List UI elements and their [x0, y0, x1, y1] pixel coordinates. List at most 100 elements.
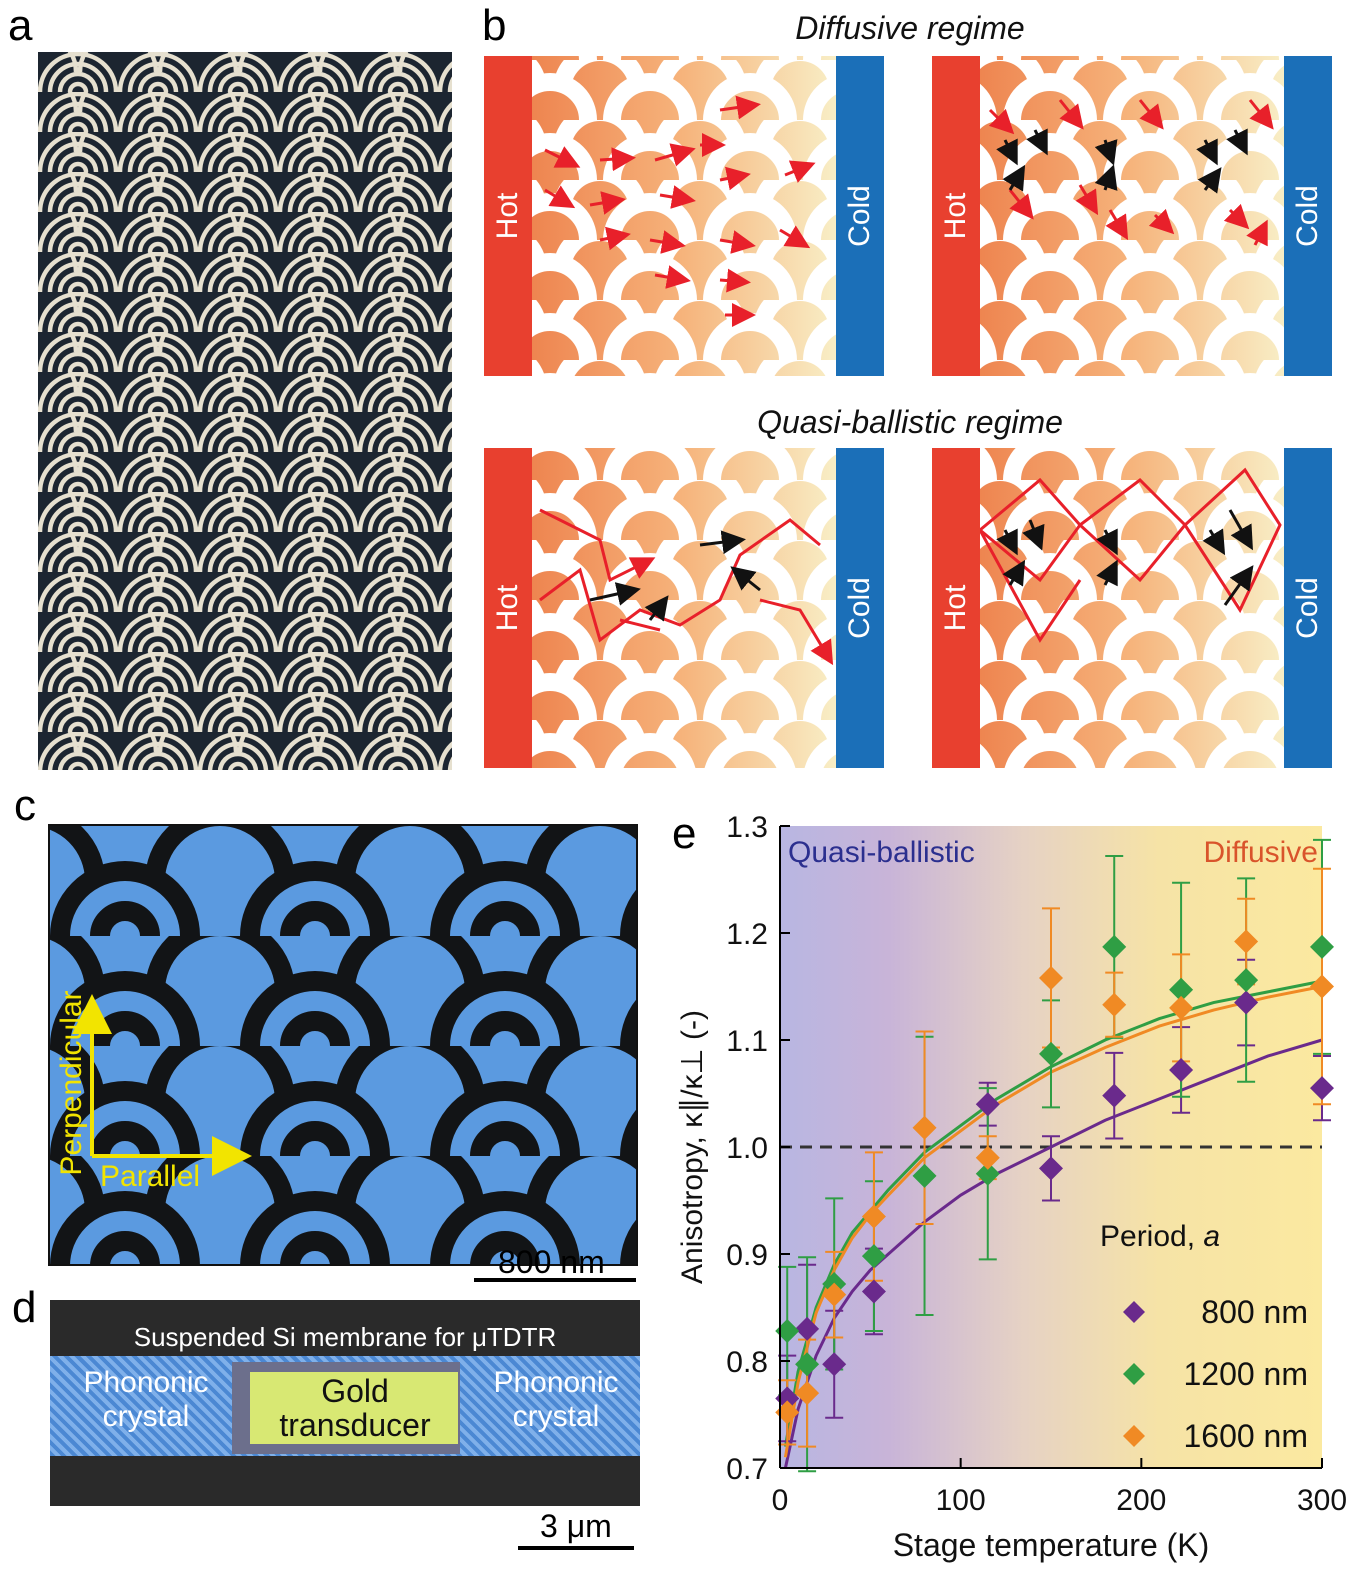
data-point: [1039, 1041, 1063, 1066]
legend-marker: [1123, 1363, 1145, 1385]
diffusive-arrows: [544, 95, 816, 327]
fit-curve-1: [783, 1038, 1323, 1469]
hot-bar: Hot: [932, 448, 980, 768]
legend-title-symbol: a: [1203, 1220, 1220, 1253]
hot-bar: Hot: [932, 56, 980, 376]
data-point: [775, 1319, 800, 1344]
quasi-left-box: [532, 448, 836, 768]
y-tick-label: 0.9: [726, 1239, 768, 1272]
data-point: [912, 1115, 937, 1140]
data-point: [775, 1386, 800, 1411]
center-label-2: transducer: [279, 1407, 431, 1443]
legend-entry: 1600 nm: [1183, 1418, 1308, 1454]
legend-title: Period, a: [1100, 1220, 1220, 1253]
phononic-crystal-left: Phononic crystal: [66, 1366, 226, 1434]
data-point: [861, 1279, 886, 1304]
diffusive-title: Diffusive regime: [795, 10, 1025, 46]
perpendicular-label: Perpendicular: [55, 990, 88, 1176]
y-tick-label: 0.7: [726, 1453, 768, 1486]
data-point: [795, 1381, 820, 1406]
region-left-label: Quasi-ballistic: [788, 836, 975, 869]
data-point: [1039, 1156, 1063, 1181]
membrane-title: Suspended Si membrane for μTDTR: [133, 1322, 557, 1352]
data-point: [1234, 990, 1259, 1015]
region-right-label: Diffusive: [1204, 836, 1319, 869]
data-point: [912, 1163, 937, 1188]
data-point: [795, 1316, 820, 1341]
cold-label: Cold: [843, 577, 876, 639]
y-tick-label: 1.0: [726, 1132, 768, 1165]
legend-entry: 800 nm: [1201, 1294, 1308, 1330]
cold-bar: Cold: [1284, 56, 1332, 376]
regime-schematics: [532, 56, 1284, 768]
legend-entry: 1200 nm: [1183, 1356, 1308, 1392]
axis-arrows: [72, 994, 252, 1176]
data-point: [1310, 974, 1334, 999]
data-point: [1039, 965, 1063, 990]
hot-label: Hot: [491, 584, 524, 632]
data-point: [861, 1204, 886, 1229]
y-tick-label: 0.8: [726, 1346, 768, 1379]
parallel-label: Parallel: [100, 1160, 201, 1193]
quasi-right-box: [980, 448, 1284, 768]
cold-bar: Cold: [1284, 448, 1332, 768]
data-point: [1169, 977, 1194, 1002]
hot-label: Hot: [491, 192, 524, 240]
panel-label-c: c: [14, 781, 36, 830]
legend-marker: [1123, 1425, 1145, 1447]
textile-photo: [38, 52, 452, 770]
diffusive-right-box: [980, 56, 1284, 376]
data-point: [1102, 934, 1127, 959]
gold-transducer: [250, 1372, 458, 1444]
data-point: [775, 1400, 800, 1425]
panel-label-b: b: [482, 1, 507, 50]
phononic-crystal-right: Phononic crystal: [476, 1366, 636, 1434]
anisotropy-chart: Quasi-ballistic Diffusive 0.7 0.8 0.9 1.0 1.1 1…: [676, 811, 1347, 1563]
hot-label: Hot: [939, 192, 972, 240]
data-point: [975, 1161, 1000, 1186]
scale-bar-d: [518, 1546, 634, 1550]
data-point: [1310, 1076, 1334, 1101]
data-point: [1102, 1083, 1127, 1108]
data-point: [861, 1244, 886, 1269]
data-point: [975, 1092, 1000, 1117]
x-tick-label: 0: [772, 1484, 789, 1517]
panel-label-a: a: [8, 1, 33, 50]
data-point: [1169, 1057, 1194, 1082]
data-point: [822, 1352, 847, 1377]
x-tick-label: 300: [1297, 1484, 1347, 1517]
right-label-1: Phononic: [493, 1366, 619, 1399]
cold-bar: Cold: [836, 448, 884, 768]
sem-micrograph: [48, 824, 638, 1266]
center-label-1: Gold: [321, 1373, 389, 1409]
membrane-micrograph: [50, 1300, 640, 1506]
data-point: [1102, 992, 1127, 1017]
diffusive-left-box: [532, 56, 836, 376]
left-label-2: crystal: [102, 1400, 190, 1433]
scale-label-d: 3 μm: [540, 1508, 612, 1544]
quasi-ballistic-title: Quasi-ballistic regime: [757, 404, 1063, 440]
y-axis-label: Anisotropy, κ∥/κ⊥ (-): [676, 1010, 709, 1284]
panel-label-e: e: [672, 809, 697, 858]
data-point: [975, 1145, 1000, 1170]
x-tick-label: 100: [936, 1484, 986, 1517]
panel-label-d: d: [12, 1283, 37, 1332]
cold-label: Cold: [843, 185, 876, 247]
fit-curve-3: [783, 985, 1323, 1458]
y-tick-label: 1.3: [726, 811, 768, 844]
x-tick-label: 200: [1116, 1484, 1166, 1517]
right-label-2: crystal: [512, 1400, 600, 1433]
cold-label: Cold: [1291, 185, 1324, 247]
hot-bar: Hot: [484, 448, 532, 768]
y-tick-label: 1.2: [726, 918, 768, 951]
cold-bar: Cold: [836, 56, 884, 376]
scale-label-c: 800 nm: [498, 1244, 605, 1280]
data-point: [795, 1352, 820, 1377]
y-tick-label: 1.1: [726, 1025, 768, 1058]
x-axis-label: Stage temperature (K): [893, 1527, 1210, 1563]
hot-bar: Hot: [484, 56, 532, 376]
data-point: [1169, 995, 1194, 1020]
scale-bar-c: [474, 1278, 636, 1282]
data-point: [1310, 934, 1334, 959]
data-point: [1234, 968, 1259, 993]
